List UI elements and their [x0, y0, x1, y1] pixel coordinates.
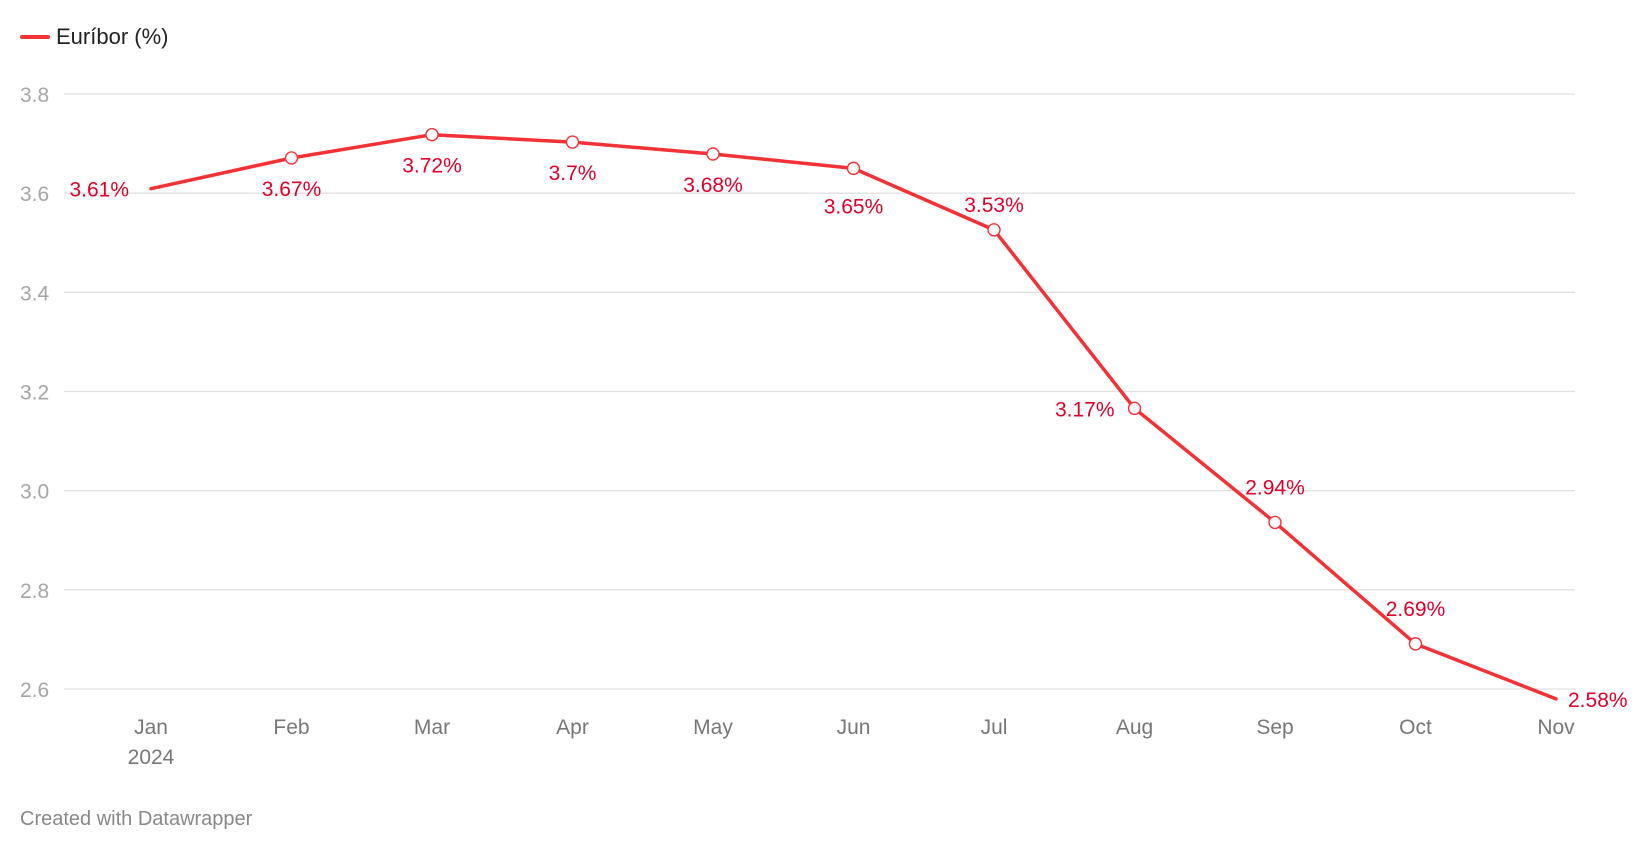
data-point-marker	[846, 161, 861, 176]
data-point-marker	[1268, 515, 1282, 530]
x-tick-label: Jun	[837, 716, 871, 739]
data-point-marker	[565, 135, 580, 149]
data-point-marker	[706, 147, 720, 161]
y-tick-label: 3.4	[20, 282, 50, 305]
x-tick-label: Jul	[981, 716, 1008, 739]
data-point-marker	[284, 151, 299, 165]
x-tick-label: Apr	[556, 716, 589, 739]
data-point-marker	[425, 127, 439, 142]
x-tick-label: Aug	[1116, 716, 1153, 739]
y-tick-label: 3.0	[20, 481, 49, 504]
data-label: 3.53%	[964, 194, 1024, 217]
data-point-marker	[1408, 637, 1423, 651]
y-tick-label: 3.8	[20, 84, 49, 107]
legend-swatch	[20, 35, 50, 39]
legend: Euríbor (%)	[20, 24, 168, 50]
y-tick-label: 2.8	[20, 580, 49, 603]
data-label: 3.7%	[549, 162, 597, 185]
data-label: 3.17%	[1055, 398, 1115, 421]
legend-label: Euríbor (%)	[56, 24, 169, 49]
data-label: 2.58%	[1568, 689, 1628, 712]
data-label: 2.69%	[1386, 598, 1446, 621]
data-point-marker	[987, 223, 1001, 237]
series-line	[149, 132, 1558, 701]
x-tick-label: Feb	[273, 716, 309, 739]
data-label: 3.72%	[402, 155, 462, 178]
x-tick-label: Jan	[134, 716, 168, 739]
y-tick-label: 2.6	[20, 679, 49, 702]
data-label: 3.68%	[683, 174, 743, 197]
data-label: 2.94%	[1245, 476, 1305, 499]
y-tick-label: 3.6	[20, 183, 49, 206]
data-label: 3.61%	[69, 179, 129, 202]
y-tick-label: 3.2	[20, 382, 49, 405]
x-tick-label: Oct	[1399, 716, 1432, 739]
data-point-marker	[1127, 401, 1142, 416]
credit-text: Created with Datawrapper	[20, 808, 253, 830]
x-tick-label: Sep	[1256, 716, 1293, 739]
x-tick-year: 2024	[128, 746, 175, 769]
x-tick-label: Mar	[414, 716, 450, 739]
x-tick-label: May	[693, 716, 733, 739]
x-tick-label: Nov	[1537, 716, 1575, 739]
data-label: 3.67%	[262, 178, 322, 201]
data-label: 3.65%	[824, 195, 884, 218]
